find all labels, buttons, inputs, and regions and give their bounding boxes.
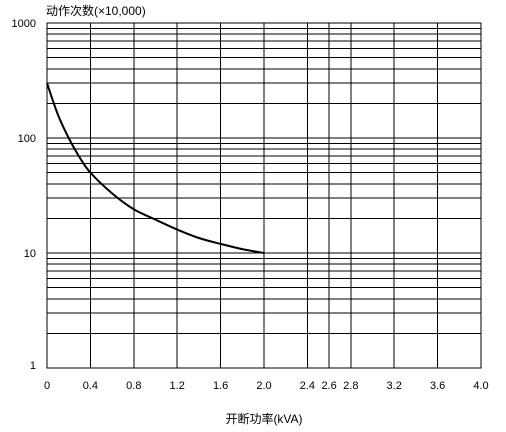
grid — [46, 22, 482, 369]
x-axis-title: 开断功率(kVA) — [225, 411, 302, 426]
x-tick-label: 2.4 — [300, 380, 315, 392]
y-tick-label: 100 — [18, 133, 36, 145]
y-tick-label: 1 — [30, 360, 36, 372]
x-tick-label: 4.0 — [473, 380, 488, 392]
y-tick-label: 1000 — [12, 18, 36, 30]
y-tick-labels: 1 10 100 1000 — [12, 18, 36, 372]
x-tick-label: 0 — [44, 380, 50, 392]
y-axis-title: 动作次数(×10,000) — [46, 3, 146, 18]
x-tick-label: 2.6 — [321, 380, 336, 392]
x-tick-label: 0.4 — [83, 380, 98, 392]
series-layer — [46, 82, 265, 254]
plot-frame — [46, 22, 482, 369]
y-tick-label: 10 — [24, 248, 36, 260]
x-tick-labels: 0 0.4 0.8 1.2 1.6 2.0 2.4 2.6 2.8 3.2 3.6 4.0 — [44, 380, 489, 392]
x-tick-label: 3.2 — [387, 380, 402, 392]
x-tick-label: 1.6 — [213, 380, 228, 392]
x-tick-label: 2.0 — [256, 380, 271, 392]
x-tick-label: 3.6 — [430, 380, 445, 392]
x-tick-label: 0.8 — [126, 380, 141, 392]
x-tick-label: 2.8 — [343, 380, 358, 392]
series-line — [46, 82, 265, 254]
x-tick-label: 1.2 — [170, 380, 185, 392]
